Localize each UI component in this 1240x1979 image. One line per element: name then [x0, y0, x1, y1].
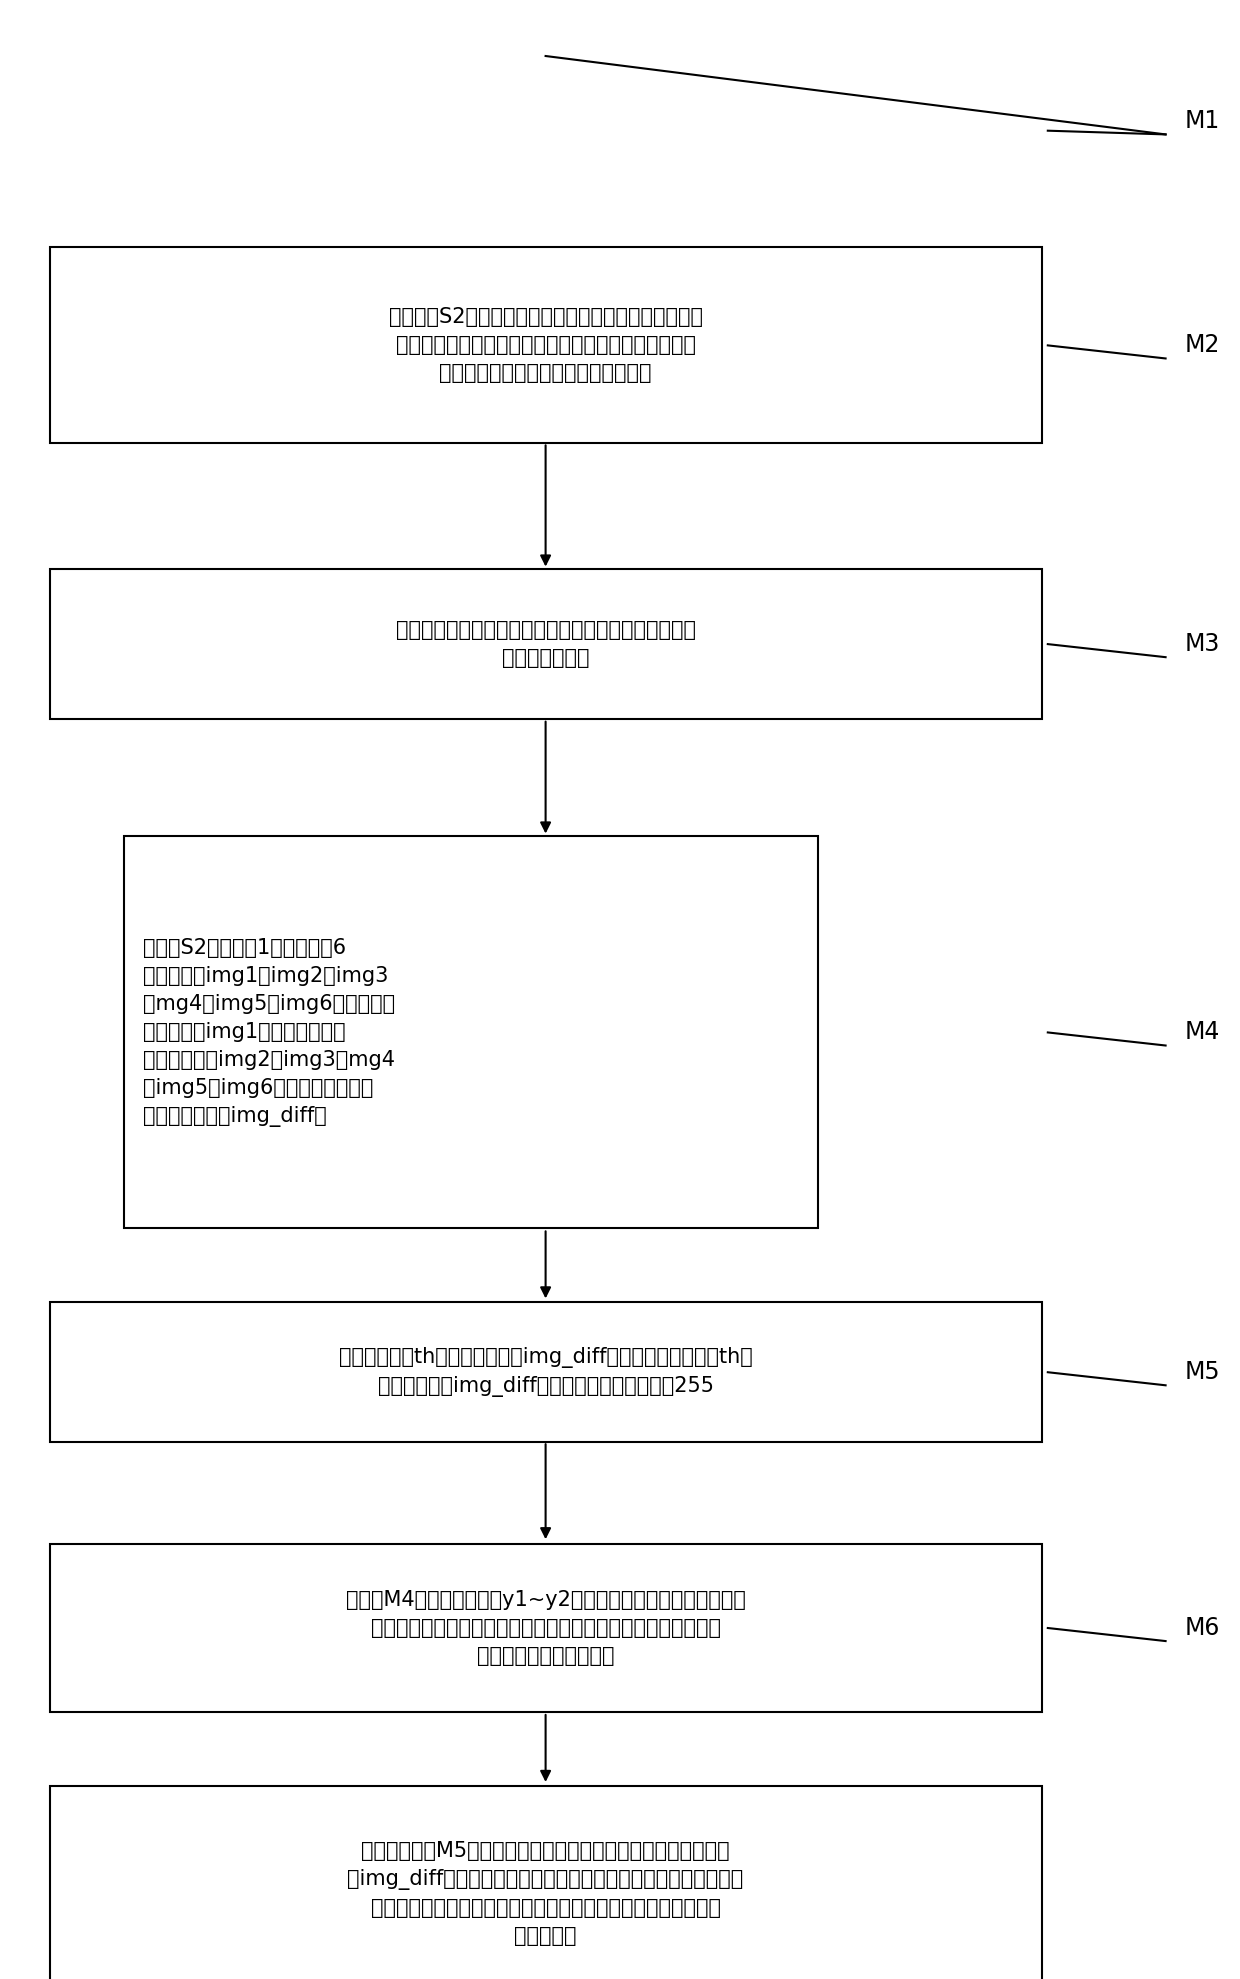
Bar [50, 1302, 1042, 1443]
Text: 设定敏感系数th，如果差分图像img_diff的像素值大于该阈值th，
则将差分图像img_diff对应位置的像素值设置为255: 设定敏感系数th，如果差分图像img_diff的像素值大于该阈值th， 则将差分… [339, 1348, 753, 1397]
Text: M1: M1 [1184, 109, 1219, 133]
Bar [50, 247, 1042, 443]
Text: 对所述S2中存储的1组图像，共6
张，分别为img1、img2、img3
、mg4、img5、img6，将该组图
片的第一张img1作为背景图像，
将其他图像（: 对所述S2中存储的1组图像，共6 张，分别为img1、img2、img3 、mg… [143, 938, 394, 1126]
Text: M3: M3 [1184, 631, 1220, 657]
Text: M6: M6 [1184, 1617, 1220, 1641]
Text: 在所述M4的基础上，针对y1~y2的区域做连通域分析，并对每个
连通域的高度、宽度、连通域面积进行判断，可以过滤掉轨旁电
线杆、标桩、临近铁轨等: 在所述M4的基础上，针对y1~y2的区域做连通域分析，并对每个 连通域的高度、宽… [346, 1589, 745, 1666]
Text: 对在所述S2中筛选获得的图像进行采用自适应阈值进行
二值化后在水平方向对像素值求和，根据每行的累计和
可以得到道岔区域与其他区域的分界线: 对在所述S2中筛选获得的图像进行采用自适应阈值进行 二值化后在水平方向对像素值求… [388, 307, 703, 384]
Text: M4: M4 [1184, 1021, 1220, 1045]
Bar [50, 1544, 1042, 1712]
Bar [50, 1785, 1042, 1979]
Text: M5: M5 [1184, 1360, 1220, 1383]
Bar [124, 837, 818, 1229]
Text: 根据相机的参数以及安装位置在图像中设定扼流变压器
箱盒的检测区域: 根据相机的参数以及安装位置在图像中设定扼流变压器 箱盒的检测区域 [396, 619, 696, 669]
Text: M2: M2 [1184, 332, 1220, 358]
Text: 如果经过所述M5的过滤后存在满足条件的连通域，则检测差分图
像img_diff在该连通域上方的区域，如果上方区域有面积较大的白
色区域存在并与当前连通域相连接，: 如果经过所述M5的过滤后存在满足条件的连通域，则检测差分图 像img_diff在… [347, 1840, 744, 1945]
Bar [50, 570, 1042, 718]
